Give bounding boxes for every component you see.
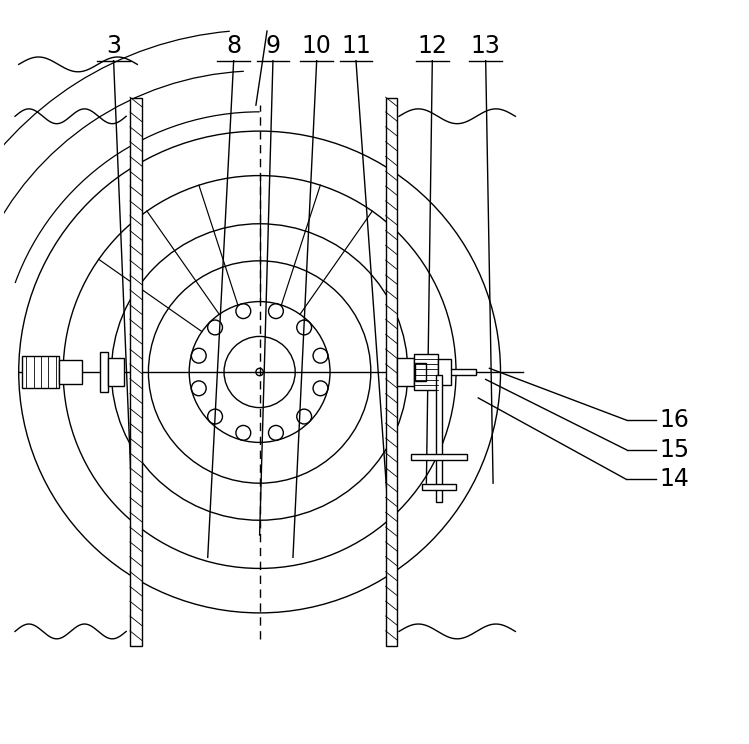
Bar	[100, 352, 108, 392]
Bar	[398, 358, 413, 386]
Text: 14: 14	[660, 467, 690, 492]
Text: 11: 11	[341, 34, 371, 58]
Bar	[386, 97, 398, 647]
Bar	[413, 354, 437, 390]
Bar	[59, 360, 82, 384]
Text: 15: 15	[660, 437, 690, 462]
Bar	[422, 484, 456, 490]
Text: 9: 9	[265, 34, 280, 58]
Text: 12: 12	[417, 34, 447, 58]
Bar	[108, 358, 124, 386]
Bar	[415, 363, 426, 381]
Bar	[410, 455, 467, 461]
Text: 13: 13	[470, 34, 500, 58]
Bar	[437, 359, 451, 385]
Bar	[406, 369, 476, 375]
Text: 10: 10	[302, 34, 332, 58]
Bar	[130, 97, 142, 647]
Bar	[22, 356, 59, 388]
Text: 8: 8	[226, 34, 241, 58]
Text: 3: 3	[106, 34, 121, 58]
Bar	[436, 375, 442, 501]
Text: 16: 16	[660, 408, 690, 432]
